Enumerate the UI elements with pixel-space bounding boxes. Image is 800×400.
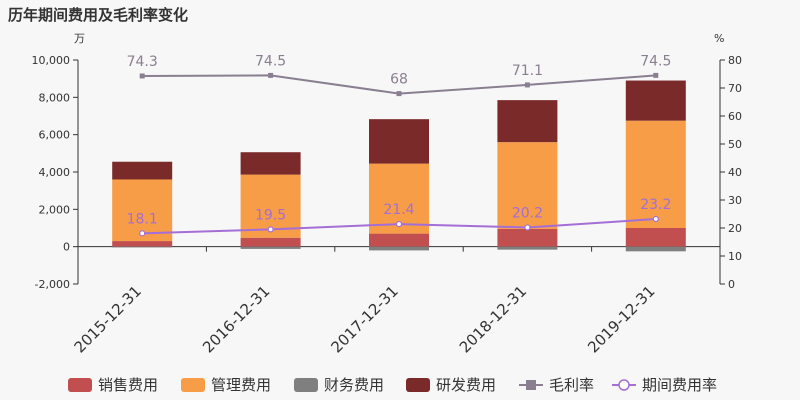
y-left-tick-label: 10,000 [32, 54, 71, 67]
point-期间费用率 [395, 220, 403, 228]
y-left-tick-label: 0 [63, 241, 70, 254]
legend-label-毛利率: 毛利率 [549, 376, 594, 394]
bar-销售费用 [497, 228, 558, 247]
legend-swatch-财务费用 [294, 378, 318, 392]
y-left-tick-label: 6,000 [39, 129, 71, 142]
legend-marker-期间费用率 [618, 379, 630, 391]
bar-研发费用 [625, 80, 686, 121]
bar-销售费用 [625, 228, 686, 247]
data-label-毛利率: 74.5 [255, 53, 286, 69]
chart-title: 历年期间费用及毛利率变化 [8, 6, 189, 24]
data-label-期间费用率: 19.5 [255, 207, 286, 223]
bar-财务费用 [112, 246, 173, 248]
point-毛利率 [139, 73, 145, 79]
point-期间费用率 [524, 224, 531, 231]
data-label-期间费用率: 18.1 [127, 211, 158, 227]
bar-销售费用 [112, 241, 173, 247]
y-right-tick-label: 0 [728, 278, 735, 291]
y-right-tick-label: 80 [728, 54, 742, 67]
y-left-tick-label: -2,000 [35, 278, 70, 291]
x-tick-label: 2016-12-31 [199, 282, 273, 356]
x-tick-label: 2017-12-31 [327, 282, 401, 356]
legend-label-研发费用: 研发费用 [436, 376, 496, 394]
x-tick-label: 2018-12-31 [456, 282, 530, 356]
y-left-unit: 万 [74, 32, 85, 45]
y-right-tick-label: 60 [728, 110, 742, 123]
point-毛利率 [653, 72, 659, 78]
data-label-期间费用率: 21.4 [383, 202, 414, 218]
data-label-毛利率: 74.5 [640, 53, 671, 69]
bar-财务费用 [625, 246, 686, 252]
legend-swatch-销售费用 [68, 378, 92, 392]
data-label-期间费用率: 20.2 [512, 205, 543, 221]
legend-swatch-管理费用 [181, 378, 205, 392]
bar-管理费用 [625, 120, 686, 228]
point-毛利率 [396, 91, 402, 97]
bar-研发费用 [497, 100, 558, 143]
y-right-tick-label: 30 [728, 194, 742, 207]
legend-label-销售费用: 销售费用 [98, 376, 158, 394]
y-left-tick-label: 2,000 [39, 203, 71, 216]
y-left-tick-label: 4,000 [39, 166, 71, 179]
legend: 销售费用 管理费用 财务费用 研发费用 毛利率 期间费用率 [68, 376, 717, 394]
y-right-tick-label: 70 [728, 82, 742, 95]
bar-研发费用 [240, 152, 301, 175]
y-right-tick-label: 10 [728, 250, 742, 263]
labels-layer: 74.3 74.5 68 71.1 74.5 18.1 19.5 21.4 20.2 23.2 [127, 53, 672, 227]
y-left-tick-label: 8,000 [39, 91, 71, 104]
y-right-tick-label: 50 [728, 138, 742, 151]
data-label-毛利率: 71.1 [512, 63, 543, 79]
y-right-tick-label: 40 [728, 166, 742, 179]
x-tick-label: 2015-12-31 [71, 282, 145, 356]
point-期间费用率 [267, 226, 274, 233]
legend-swatch-研发费用 [406, 378, 430, 392]
lines-layer [139, 72, 659, 237]
legend-label-期间费用率: 期间费用率 [642, 376, 717, 394]
bar-财务费用 [497, 246, 558, 250]
bar-管理费用 [497, 142, 558, 229]
bar-研发费用 [112, 161, 173, 180]
data-label-毛利率: 74.3 [127, 54, 158, 70]
legend-marker-毛利率 [526, 380, 536, 390]
data-label-期间费用率: 23.2 [640, 197, 671, 213]
legend-label-财务费用: 财务费用 [324, 376, 384, 394]
point-期间费用率 [139, 230, 146, 237]
bar-销售费用 [369, 233, 429, 247]
x-tick-label: 2019-12-31 [584, 282, 658, 356]
bar-财务费用 [240, 246, 301, 249]
y-right-unit: % [714, 32, 724, 45]
bar-销售费用 [240, 237, 301, 247]
point-毛利率 [524, 82, 530, 88]
y-right-tick-label: 20 [728, 222, 742, 235]
bar-财务费用 [369, 246, 429, 251]
point-期间费用率 [652, 215, 659, 223]
data-label-毛利率: 68 [390, 72, 408, 88]
legend-label-管理费用: 管理费用 [211, 376, 271, 394]
point-毛利率 [268, 72, 274, 78]
bar-研发费用 [369, 119, 429, 164]
